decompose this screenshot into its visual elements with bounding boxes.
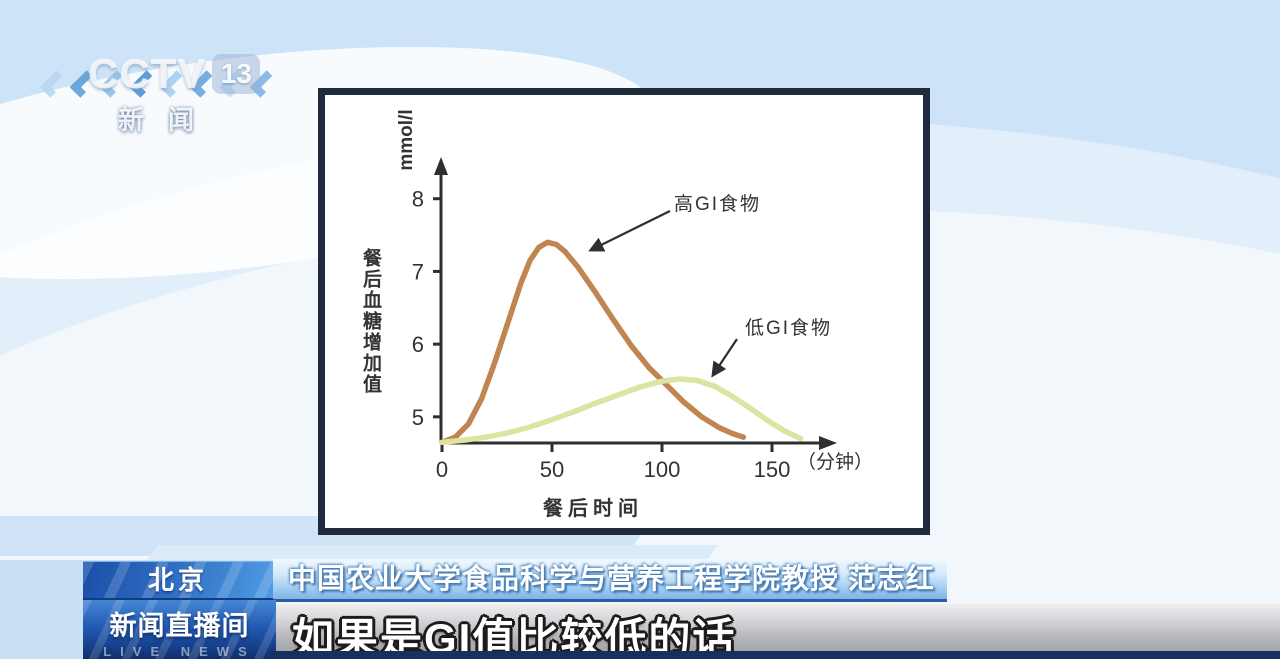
high-gi-curve	[439, 239, 747, 446]
x-axis-title: 餐后时间	[543, 498, 643, 520]
program-title: 新闻直播间	[109, 611, 250, 641]
cctv-logo-text: CCTV	[88, 50, 207, 97]
y-tick-label: 7	[412, 259, 424, 284]
y-tick-label: 8	[412, 187, 424, 212]
x-tick-label: 0	[436, 457, 448, 482]
low-gi-series-label: 低GI食物	[745, 318, 833, 339]
speaker-name-bar: 中国农业大学食品科学与营养工程学院教授 范志红	[273, 559, 947, 602]
channel-13-badge: 13	[212, 54, 261, 94]
program-title-en: LIVE NEWS	[103, 644, 256, 659]
program-badge: 新闻直播间 LIVE NEWS	[83, 600, 276, 659]
y-tick-label: 6	[412, 332, 424, 357]
chart-canvas: 0 50 100 150 5 6 7 8	[412, 157, 837, 482]
cctv-news-label: 新闻	[118, 105, 219, 135]
x-tick-label: 100	[644, 457, 681, 482]
axis-ticks: 0 50 100 150 5 6 7 8	[412, 187, 791, 482]
gi-chart-card: 0 50 100 150 5 6 7 8 mmol/l 餐后血糖增加值 餐后时间 （分钟） 高…	[318, 88, 930, 535]
location-badge: 北京	[83, 561, 273, 600]
low-gi-annotation-arrow	[711, 338, 738, 378]
x-axis-unit-label: （分钟）	[797, 452, 874, 473]
high-gi-series-label: 高GI食物	[674, 194, 762, 215]
y-tick-label: 5	[412, 405, 424, 430]
x-tick-label: 150	[754, 457, 791, 482]
y-axis-title: 餐后血糖增加值	[360, 248, 381, 395]
banner-bottom-strip	[270, 651, 1280, 659]
x-tick-label: 50	[540, 457, 564, 482]
subtitle-bar: 如果是GI值比较低的话	[270, 602, 1280, 659]
low-gi-curve	[439, 376, 804, 446]
y-axis-arrow-icon	[434, 157, 448, 175]
gi-chart-plot: 0 50 100 150 5 6 7 8 mmol/l 餐后血糖增加值 餐后时间 （分钟） 高…	[325, 95, 923, 528]
cctv-watermark: CCTV 13 新闻	[88, 50, 261, 137]
high-gi-annotation-arrow	[588, 210, 671, 252]
x-axis-arrow-icon	[819, 436, 837, 450]
y-axis-unit-label: mmol/l	[396, 109, 417, 171]
